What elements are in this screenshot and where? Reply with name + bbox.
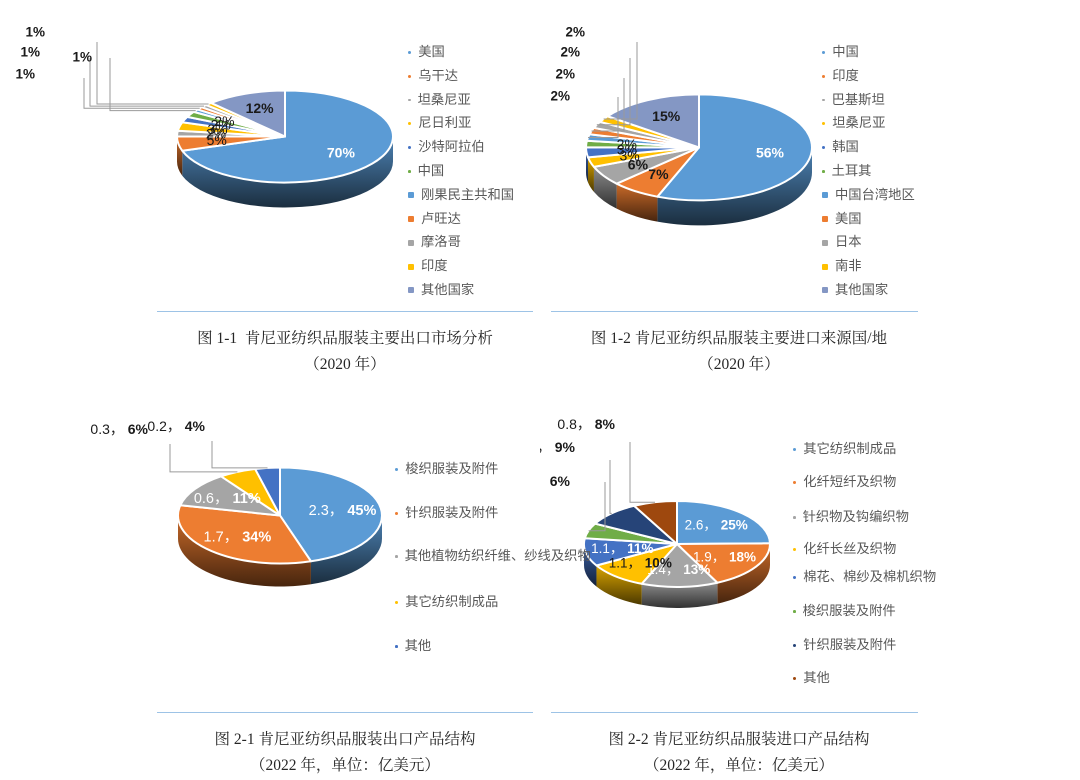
svg-text:1.0， 9%: 1.0， 9%: [540, 439, 576, 455]
svg-text:0.3， 6%: 0.3， 6%: [90, 421, 148, 437]
svg-text:0.2， 4%: 0.2， 4%: [147, 418, 205, 434]
svg-text:1%: 1%: [20, 45, 40, 60]
svg-text:0.6， 11%: 0.6， 11%: [194, 491, 261, 507]
svg-text:1%: 1%: [72, 50, 92, 65]
svg-text:1%: 1%: [25, 25, 45, 40]
svg-text:2%: 2%: [555, 67, 575, 82]
svg-text:1.1， 10%: 1.1， 10%: [609, 555, 672, 570]
svg-text:70%: 70%: [327, 145, 356, 161]
svg-text:0.6， 6%: 0.6， 6%: [540, 473, 571, 489]
svg-text:2%: 2%: [550, 89, 570, 104]
svg-text:2%: 2%: [565, 25, 585, 40]
svg-text:1%: 1%: [15, 67, 35, 82]
svg-text:15%: 15%: [652, 108, 681, 124]
svg-text:2.6， 25%: 2.6， 25%: [685, 517, 748, 532]
svg-text:7%: 7%: [648, 166, 669, 182]
svg-text:2%: 2%: [617, 136, 637, 152]
svg-text:1.1， 11%: 1.1， 11%: [591, 541, 653, 556]
svg-text:2%: 2%: [560, 45, 580, 60]
svg-text:2%: 2%: [214, 113, 234, 129]
svg-text:0.8， 8%: 0.8， 8%: [557, 416, 615, 432]
svg-text:2.3， 45%: 2.3， 45%: [309, 503, 377, 519]
svg-text:12%: 12%: [246, 100, 275, 116]
svg-text:1.7， 34%: 1.7， 34%: [204, 529, 272, 545]
svg-text:56%: 56%: [756, 145, 785, 161]
